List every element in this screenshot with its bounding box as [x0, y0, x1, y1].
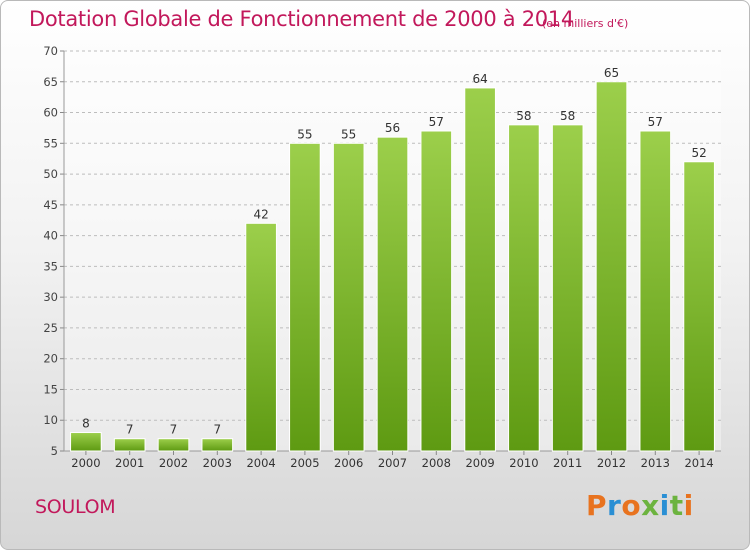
y-tick-label: 5: [51, 444, 58, 458]
bar: [508, 124, 540, 452]
x-tick-label: 2002: [159, 456, 188, 470]
logo-letter: x: [641, 489, 660, 522]
chart-subtitle: (en milliers d'€): [542, 17, 629, 30]
x-tick-label: 2005: [290, 456, 319, 470]
y-tick-label: 55: [43, 136, 58, 150]
bar: [245, 222, 277, 452]
y-tick-label: 30: [43, 290, 58, 304]
data-label: 7: [126, 423, 134, 437]
y-tick-label: 50: [43, 167, 58, 181]
bar: [464, 87, 496, 452]
data-label: 55: [297, 127, 312, 141]
bar: [551, 124, 584, 452]
data-label: 58: [560, 109, 575, 123]
y-tick-label: 10: [43, 413, 58, 427]
bar: [683, 161, 715, 452]
data-label: 57: [429, 115, 444, 129]
y-tick-label: 20: [43, 352, 58, 366]
x-tick-label: 2003: [203, 456, 232, 470]
logo-letter: r: [607, 489, 622, 522]
bar: [289, 142, 321, 452]
y-tick-label: 45: [43, 198, 58, 212]
x-tick-label: 2001: [115, 456, 144, 470]
bar: [639, 130, 672, 452]
chart-title: Dotation Globale de Fonctionnement de 20…: [29, 7, 574, 31]
bar: [70, 432, 102, 452]
data-label: 57: [648, 115, 663, 129]
logo-letter: P: [586, 489, 608, 522]
data-label: 7: [213, 423, 221, 437]
y-tick-label: 60: [43, 106, 58, 120]
data-label: 56: [385, 121, 400, 135]
bar: [595, 81, 628, 452]
logo-letter: o: [621, 489, 642, 522]
bar: [157, 438, 190, 452]
y-tick-label: 15: [43, 382, 58, 396]
proxiti-logo: Proxiti: [586, 489, 694, 522]
x-tick-label: 2000: [71, 456, 100, 470]
x-tick-label: 2014: [684, 456, 713, 470]
y-tick-label: 40: [43, 229, 58, 243]
x-tick-label: 2006: [334, 456, 363, 470]
x-tick-label: 2011: [553, 456, 582, 470]
y-tick-label: 35: [43, 259, 58, 273]
data-label: 58: [516, 109, 531, 123]
x-tick-label: 2008: [422, 456, 451, 470]
x-tick-label: 2012: [597, 456, 626, 470]
bar: [420, 130, 453, 452]
x-tick-label: 2013: [641, 456, 670, 470]
data-label: 55: [341, 127, 356, 141]
x-tick-label: 2004: [246, 456, 275, 470]
x-tick-label: 2007: [378, 456, 407, 470]
bar: [376, 136, 409, 452]
y-tick-label: 25: [43, 321, 58, 335]
logo-letter: i: [659, 489, 670, 522]
commune-name: SOULOM: [35, 496, 116, 518]
data-label: 7: [170, 423, 178, 437]
data-label: 65: [604, 66, 619, 80]
data-label: 64: [472, 72, 487, 86]
x-tick-label: 2010: [509, 456, 538, 470]
data-label: 52: [691, 146, 706, 160]
y-tick-label: 70: [43, 44, 58, 58]
data-label: 8: [82, 417, 90, 431]
bar: [113, 438, 146, 452]
x-tick-label: 2009: [465, 456, 494, 470]
logo-letter: t: [669, 489, 684, 522]
bar: [201, 438, 234, 452]
data-label: 42: [253, 207, 268, 221]
bar: [332, 142, 365, 452]
logo-letter: i: [683, 489, 694, 522]
y-tick-label: 65: [43, 75, 58, 89]
